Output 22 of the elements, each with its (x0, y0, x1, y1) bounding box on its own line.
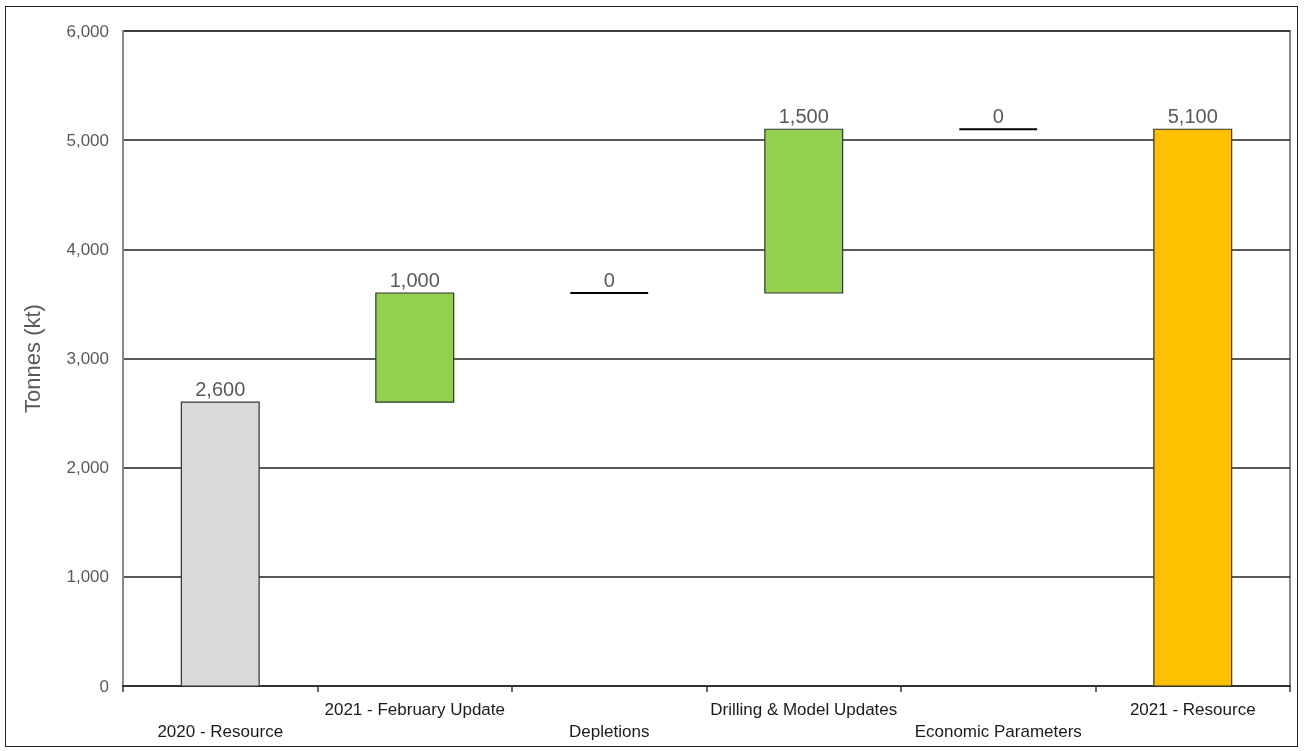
data-label: 2,600 (195, 378, 246, 401)
x-tick-label: 2021 - Resource (1129, 700, 1256, 719)
x-tick-label: Economic Parameters (914, 722, 1082, 741)
y-tick-label: 5,000 (66, 130, 109, 150)
x-tick-label: Drilling & Model Updates (710, 700, 898, 719)
data-label: 5,100 (1167, 105, 1218, 128)
bar (764, 128, 844, 294)
x-tick-label: Depletions (569, 722, 650, 741)
y-tick-label: 1,000 (66, 567, 109, 587)
x-tick-label: 2020 - Resource (157, 722, 284, 741)
data-label: 1,000 (389, 269, 440, 291)
y-tick-label: 4,000 (66, 239, 109, 259)
data-label: 0 (992, 105, 1004, 128)
y-tick-label: 2,000 (66, 458, 109, 478)
x-tick-label: 2021 - February Update (324, 700, 505, 719)
data-label: 0 (603, 269, 615, 291)
y-tick-label: 6,000 (66, 21, 109, 41)
y-axis-title: Tonnes (kt) (19, 304, 45, 413)
data-label: 1,500 (778, 105, 829, 128)
y-tick-label: 3,000 (66, 349, 109, 368)
bar (375, 292, 455, 403)
y-tick-label: 0 (99, 676, 109, 696)
